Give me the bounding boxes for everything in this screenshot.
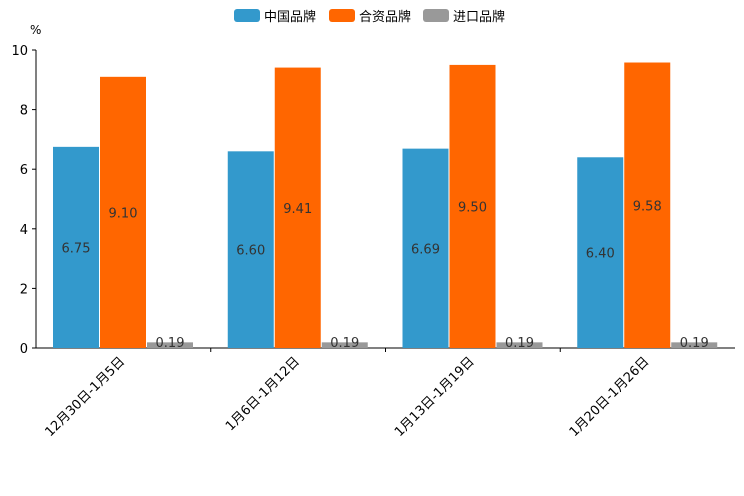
- data-label: 6.60: [236, 244, 265, 259]
- bar-中国品牌: [577, 157, 624, 348]
- bar-中国品牌: [402, 148, 449, 348]
- bar-进口品牌: [321, 342, 368, 348]
- data-label: 6.75: [62, 241, 91, 256]
- legend-label: 合资品牌: [359, 9, 411, 25]
- data-label: 6.40: [586, 247, 615, 262]
- bar-中国品牌: [53, 146, 99, 348]
- x-category-label: 1月13日-1月19日: [392, 354, 478, 440]
- y-tick-label: 2: [20, 282, 28, 297]
- bar-进口品牌: [671, 342, 718, 348]
- legend-label: 进口品牌: [453, 9, 505, 25]
- data-label: 6.69: [411, 242, 440, 257]
- data-label: 0.19: [330, 336, 359, 351]
- data-label: 9.10: [109, 206, 138, 221]
- bar-中国品牌: [227, 151, 274, 348]
- bar-进口品牌: [147, 342, 193, 348]
- bar-合资品牌: [100, 76, 146, 348]
- legend-swatch: [234, 9, 260, 22]
- y-tick-label: 0: [20, 342, 28, 357]
- legend-swatch: [329, 9, 355, 22]
- y-tick-label: 4: [20, 223, 28, 238]
- y-tick-label: 6: [20, 163, 28, 178]
- y-axis-unit: %: [30, 23, 41, 37]
- legend-label: 中国品牌: [264, 9, 316, 25]
- x-category-label: 1月6日-1月12日: [223, 354, 303, 434]
- data-label: 0.19: [505, 336, 534, 351]
- data-label: 9.41: [283, 202, 312, 217]
- x-category-label: 12月30日-1月5日: [42, 354, 128, 440]
- bar-合资品牌: [449, 64, 496, 349]
- data-label: 0.19: [680, 336, 709, 351]
- data-label: 9.50: [458, 200, 487, 215]
- x-category-label: 1月20日-1月26日: [567, 354, 653, 440]
- bar-合资品牌: [274, 67, 321, 348]
- y-tick-label: 10: [11, 44, 28, 59]
- data-label: 0.19: [156, 336, 185, 351]
- data-label: 9.58: [633, 199, 662, 214]
- y-tick-label: 8: [20, 104, 28, 119]
- bar-进口品牌: [496, 342, 543, 348]
- legend-swatch: [423, 9, 449, 22]
- bar-合资品牌: [624, 62, 671, 349]
